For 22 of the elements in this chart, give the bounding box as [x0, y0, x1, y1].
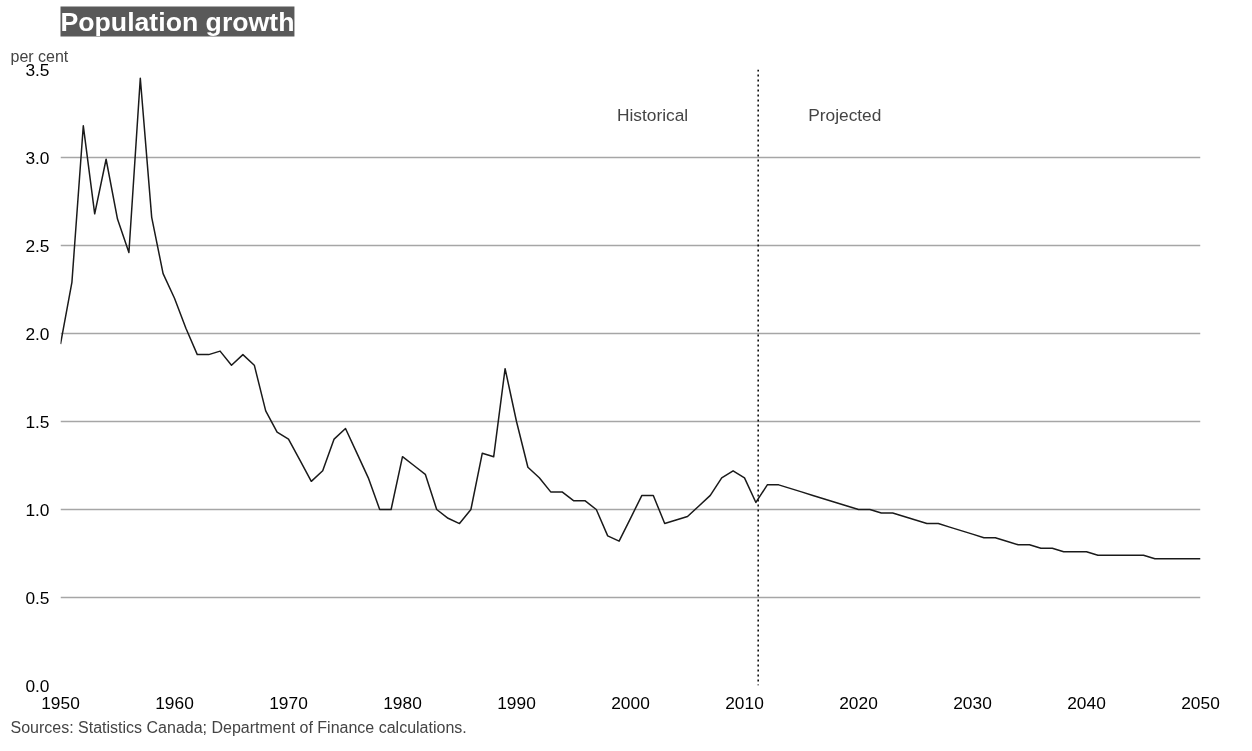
- x-tick-label: 1980: [383, 692, 422, 713]
- x-tick-label: 1960: [155, 692, 194, 713]
- x-tick-label: 2040: [1067, 692, 1106, 713]
- y-tick-label: 1.5: [25, 411, 50, 432]
- line-series: [60, 77, 1201, 560]
- x-tick-label: 1970: [269, 692, 308, 713]
- x-tick-label: 2020: [839, 692, 878, 713]
- source-note: Sources: Statistics Canada; Department of Finance calculations.: [10, 718, 467, 736]
- x-tick-label: 2010: [725, 692, 764, 713]
- y-tick-label: 3.0: [25, 147, 50, 168]
- x-tick-label: 2000: [611, 692, 650, 713]
- x-tick-label: 2050: [1181, 692, 1220, 713]
- chart-title: Population growth: [60, 6, 295, 37]
- y-tick-label: 0.5: [25, 587, 50, 608]
- annotation: Projected: [808, 104, 882, 125]
- y-tick-label: 1.0: [25, 499, 50, 520]
- x-tick-label: 2030: [953, 692, 992, 713]
- y-tick-label: 2.5: [25, 235, 50, 256]
- y-tick-label: 2.0: [25, 323, 50, 344]
- x-tick-label: 1990: [497, 692, 536, 713]
- annotation: Historical: [616, 104, 689, 125]
- y-axis-title: per cent: [10, 47, 69, 65]
